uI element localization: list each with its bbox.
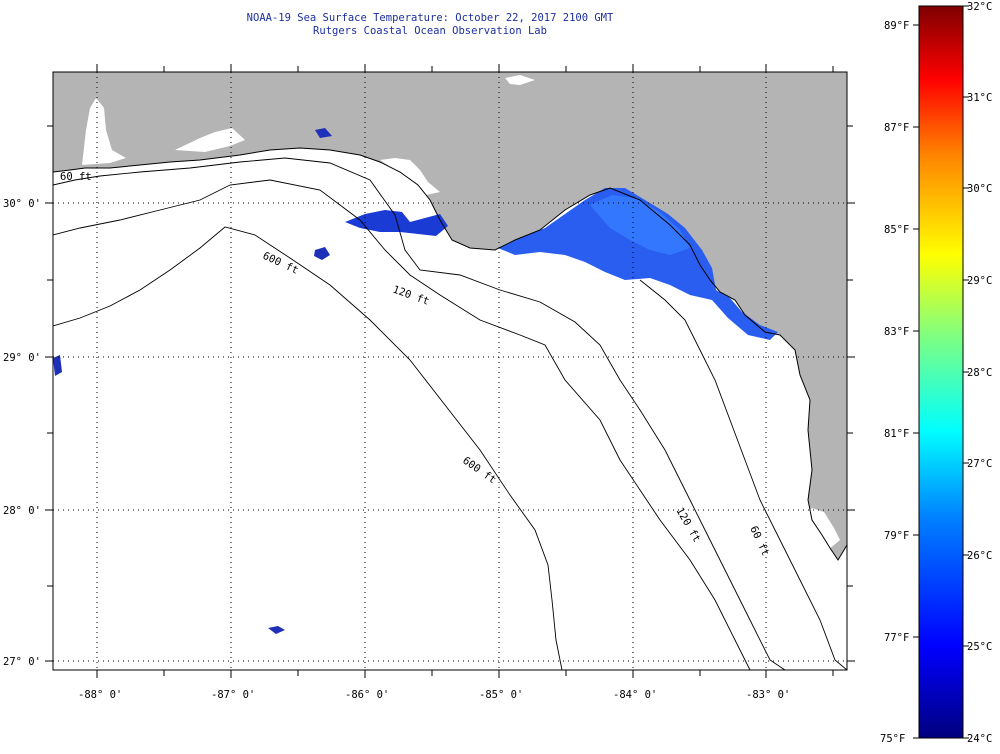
map-frame [52, 71, 848, 671]
isobath-600ft-east [639, 279, 847, 670]
lat-label-27: 27° 0' [3, 656, 41, 668]
sst-small-patch-4 [53, 355, 62, 376]
colorbar-c-30: 30°C [967, 183, 992, 195]
sst-small-patch-3 [315, 128, 332, 138]
map-ticks [45, 64, 855, 678]
colorbar-f-89: 89°F [884, 20, 909, 32]
bay-stjoseph [380, 158, 440, 195]
lon-label-87: -87° 0' [211, 689, 255, 701]
lon-label-88: -88° 0' [78, 689, 122, 701]
lat-label-29: 29° 0' [3, 352, 41, 364]
lat-label-28: 28° 0' [3, 505, 41, 517]
colorbar-f-83: 83°F [884, 326, 909, 338]
land-mass [53, 72, 847, 560]
colorbar [918, 5, 964, 739]
isobath-60ft [53, 157, 786, 670]
sst-small-patch-1 [314, 247, 330, 260]
colorbar-c-31: 31°C [967, 92, 992, 104]
lon-label-83: -83° 0' [746, 689, 790, 701]
sst-small-patch-2 [268, 626, 285, 634]
bay-tampa [800, 508, 840, 550]
bay-choctawhatchee [175, 128, 245, 152]
coastline [53, 147, 847, 561]
colorbar-c-28: 28°C [967, 367, 992, 379]
map-subtitle: Rutgers Coastal Ocean Observation Lab [313, 25, 547, 37]
lat-label-30: 30° 0' [3, 198, 41, 210]
colorbar-f-85: 85°F [884, 224, 909, 236]
lon-label-86: -86° 0' [345, 689, 389, 701]
sst-big-bend-core [590, 195, 690, 255]
colorbar-f-75: 75°F [880, 733, 905, 745]
colorbar-c-32: 32°C [967, 1, 992, 13]
colorbar-f-77: 77°F [884, 632, 909, 644]
colorbar-f-87: 87°F [884, 122, 909, 134]
colorbar-c-24: 24°C [967, 733, 992, 745]
lon-label-84: -84° 0' [613, 689, 657, 701]
bay-pensacola [82, 98, 126, 165]
sst-big-bend-patch [498, 188, 778, 340]
colorbar-f-81: 81°F [884, 428, 909, 440]
sst-apalachicola-patch [345, 210, 448, 236]
contour-label-60ft-west: 60 ft [60, 171, 92, 183]
colorbar-c-25: 25°C [967, 641, 992, 653]
colorbar-c-27: 27°C [967, 458, 992, 470]
colorbar-c-29: 29°C [967, 275, 992, 287]
bay-lake-top [505, 75, 535, 85]
isobath-120ft [53, 179, 751, 670]
lon-label-85: -85° 0' [479, 689, 523, 701]
colorbar-f-79: 79°F [884, 530, 909, 542]
map-title: NOAA-19 Sea Surface Temperature: October… [246, 12, 614, 24]
colorbar-c-26: 26°C [967, 550, 992, 562]
colorbar-ticks [913, 5, 969, 739]
isobath-600ft [53, 226, 563, 670]
